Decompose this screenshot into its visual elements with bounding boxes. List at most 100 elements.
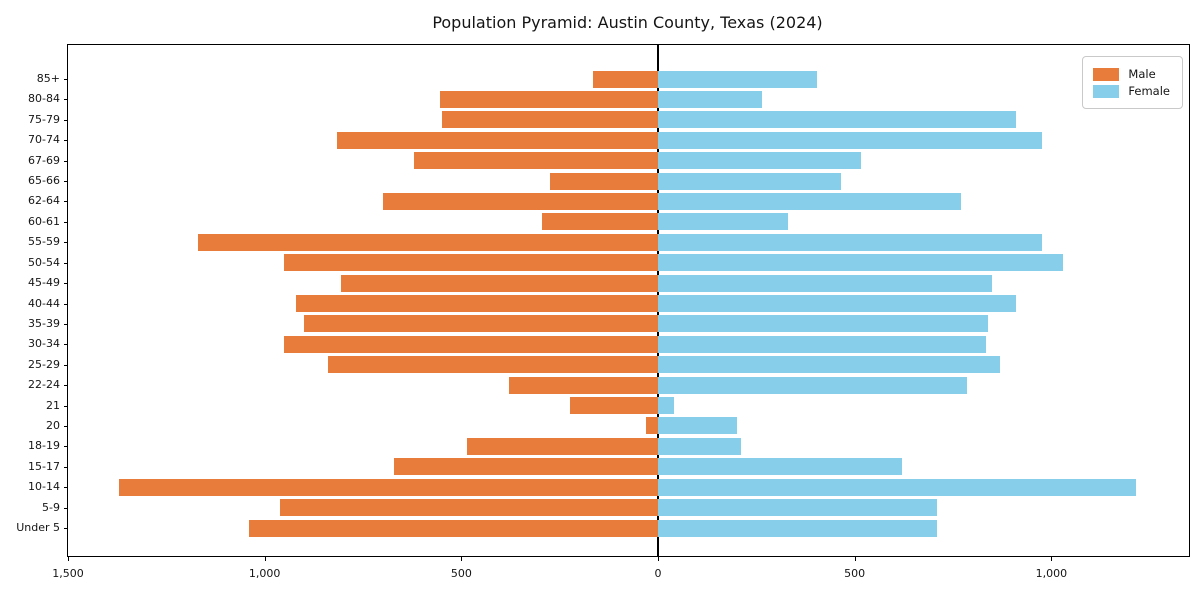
y-tick-mark: [64, 283, 68, 285]
bar-female: [658, 499, 938, 517]
bar-female: [658, 90, 763, 108]
y-tick-mark: [64, 201, 68, 203]
x-tick-mark: [658, 556, 659, 561]
y-tick-mark: [64, 344, 68, 346]
y-tick-label: 15-17: [28, 459, 60, 473]
plot-area: Male Female 85+ 80-84 75-79 70-74 67-69 65-66 6…: [16, 44, 1190, 580]
bar-male: [467, 437, 658, 455]
bar-female: [658, 192, 961, 210]
y-tick-label: 25-29: [28, 357, 60, 371]
bar-female: [658, 519, 938, 537]
legend-male-swatch: [1093, 67, 1120, 81]
legend: Male Female: [1082, 56, 1183, 109]
y-tick-mark: [64, 425, 68, 427]
y-tick-label: 5-9: [42, 500, 60, 514]
y-tick-label: 40-44: [28, 296, 60, 310]
bar-female: [658, 111, 1016, 129]
y-tick-label: 35-39: [28, 316, 60, 330]
y-tick-label: 60-61: [28, 214, 60, 228]
x-tick-mark: [68, 556, 69, 561]
y-tick-label: 80-84: [28, 92, 60, 106]
bar-male: [341, 274, 658, 292]
x-tick-mark: [264, 556, 266, 561]
bar-female: [658, 274, 993, 292]
bar-female: [658, 172, 841, 190]
bar-female: [658, 335, 987, 353]
y-tick-mark: [64, 405, 68, 407]
y-tick-label: 70-74: [28, 133, 60, 147]
bar-male: [439, 90, 658, 108]
x-tick-mark: [854, 556, 856, 561]
bar-male: [441, 111, 658, 129]
bar-male: [508, 376, 658, 394]
y-tick-mark: [64, 181, 68, 183]
y-tick-label: 85+: [36, 72, 60, 85]
bar-male: [284, 254, 658, 272]
bar-female: [658, 254, 1064, 272]
y-tick-label: Under 5: [16, 521, 60, 534]
bar-female: [658, 356, 1001, 374]
y-tick-label: 50-54: [28, 255, 60, 269]
y-tick-label: 67-69: [28, 153, 60, 167]
legend-female-swatch: [1093, 84, 1120, 98]
y-tick-mark: [64, 79, 68, 80]
y-tick-mark: [64, 323, 68, 325]
bar-male: [304, 315, 658, 333]
y-tick-label: 21: [46, 398, 60, 412]
bar-male: [394, 458, 658, 476]
x-tick-label: 1,000: [1035, 567, 1068, 580]
y-tick-mark: [64, 364, 68, 366]
y-tick-mark: [64, 446, 68, 448]
bar-male: [549, 172, 658, 190]
bar-male: [296, 295, 658, 312]
y-tick-label: 62-64: [28, 194, 60, 208]
y-tick-label: 20: [46, 418, 60, 432]
bar-female: [658, 417, 737, 435]
y-tick-mark: [64, 140, 68, 142]
legend-label-female: Female: [1128, 84, 1170, 98]
bar-female: [658, 70, 818, 88]
bar-male: [593, 70, 658, 88]
chart-title: Population Pyramid: Austin County, Texas…: [432, 13, 823, 32]
bar-female: [658, 478, 1136, 496]
y-tick-mark: [64, 221, 68, 223]
y-tick-label: 65-66: [28, 174, 60, 188]
y-tick-label: 10-14: [28, 480, 60, 494]
y-tick-mark: [64, 262, 68, 264]
x-tick-mark: [1051, 556, 1053, 561]
bar-female: [658, 376, 967, 394]
y-tick-label: 45-49: [28, 276, 60, 290]
y-tick-label: 75-79: [28, 112, 60, 126]
legend-label-male: Male: [1128, 67, 1156, 81]
y-tick-mark: [64, 528, 68, 529]
x-tick-mark: [461, 556, 463, 561]
y-tick-label: 55-59: [28, 235, 60, 249]
bar-female: [658, 437, 741, 455]
bar-male: [248, 519, 658, 537]
y-tick-mark: [64, 385, 68, 387]
y-tick-mark: [64, 466, 68, 468]
bar-female: [658, 131, 1042, 149]
y-tick-mark: [64, 160, 68, 162]
bar-male: [414, 152, 658, 170]
bar-male: [646, 417, 658, 435]
bar-female: [658, 315, 989, 333]
y-tick-mark: [64, 507, 68, 509]
y-tick-label: 22-24: [28, 378, 60, 392]
y-tick-mark: [64, 99, 68, 101]
bar-male: [119, 478, 658, 496]
y-tick-label: 18-19: [28, 439, 60, 453]
y-tick-mark: [64, 242, 68, 244]
x-tick-label: 1,500: [52, 567, 84, 580]
bar-female: [658, 233, 1042, 251]
y-tick-mark: [64, 303, 68, 305]
legend-item-female: Female: [1093, 84, 1170, 98]
bar-male: [327, 356, 658, 374]
bar-male: [569, 397, 658, 415]
x-tick-label: 500: [450, 567, 472, 580]
bar-female: [658, 397, 674, 415]
bar-female: [658, 152, 861, 170]
y-tick-label: 30-34: [28, 337, 60, 351]
bar-female: [658, 295, 1016, 312]
